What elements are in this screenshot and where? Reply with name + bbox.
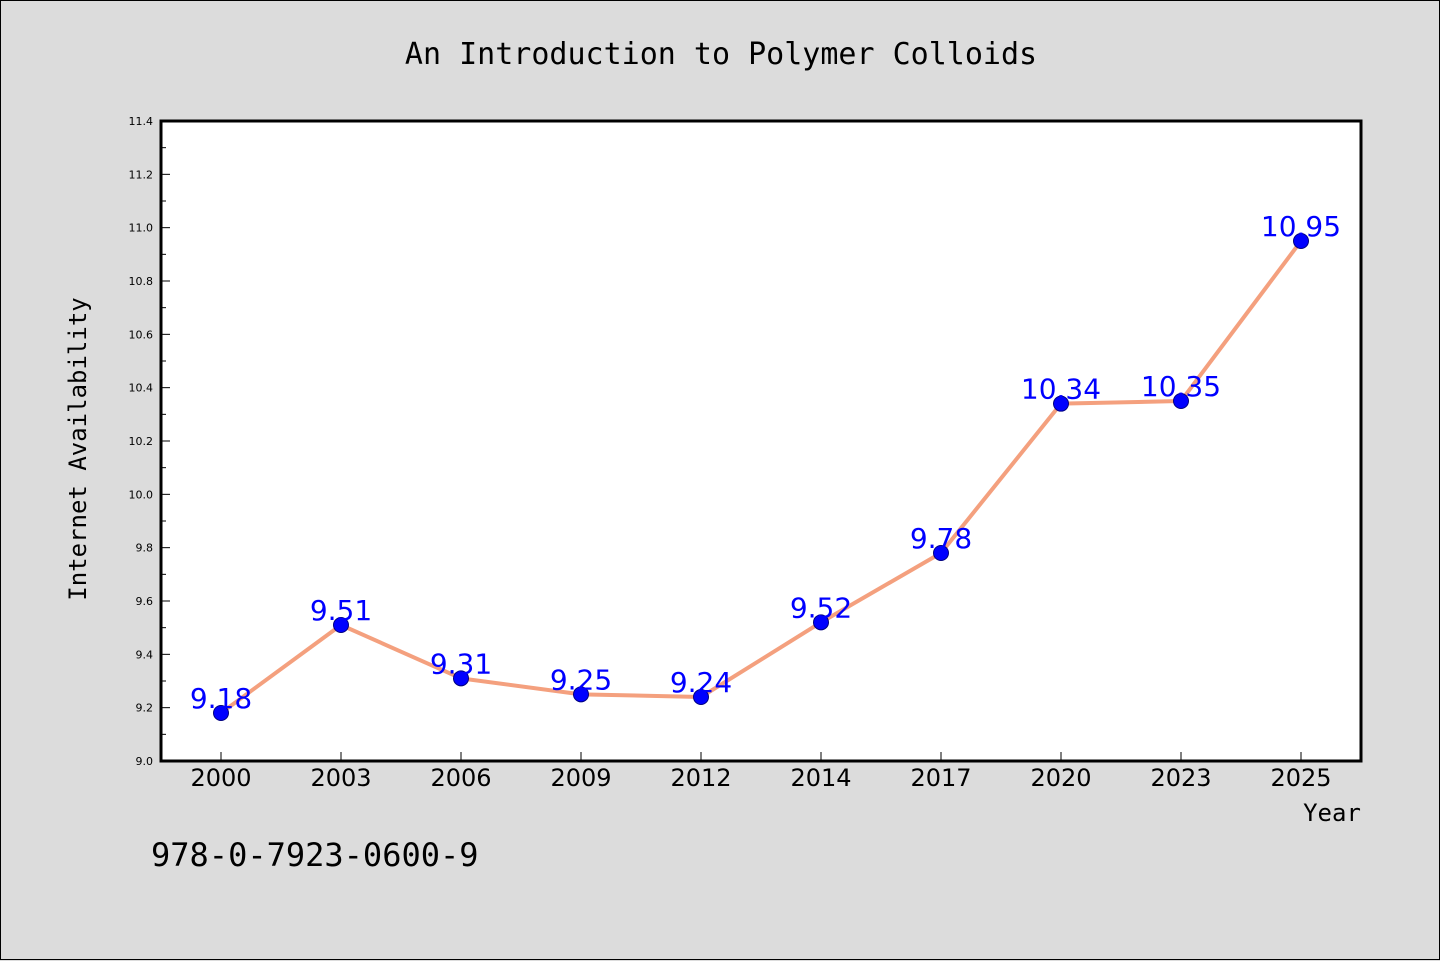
data-point bbox=[333, 617, 349, 633]
x-tick-label: 2023 bbox=[1150, 764, 1211, 792]
data-point bbox=[573, 686, 589, 703]
y-tick-label: 11.0 bbox=[129, 222, 154, 235]
data-label: 9.78 bbox=[910, 522, 972, 555]
y-tick-label: 10.6 bbox=[129, 328, 154, 341]
chart-title: An Introduction to Polymer Colloids bbox=[405, 37, 1037, 72]
data-label: 9.18 bbox=[190, 682, 252, 715]
y-tick-label: 9.4 bbox=[136, 648, 154, 661]
x-tick-label: 2006 bbox=[430, 764, 491, 792]
data-point bbox=[453, 670, 469, 687]
y-tick-label: 11.4 bbox=[129, 115, 154, 128]
y-tick-label: 10.8 bbox=[129, 275, 154, 288]
data-point bbox=[813, 614, 829, 631]
plot-area bbox=[161, 121, 1361, 761]
x-tick-label: 2020 bbox=[1030, 764, 1091, 792]
y-tick-label: 10.0 bbox=[129, 488, 154, 501]
series-markers bbox=[213, 233, 1309, 721]
x-tick-label: 2000 bbox=[190, 764, 251, 792]
y-tick-label: 9.8 bbox=[136, 542, 154, 555]
data-point bbox=[933, 545, 949, 561]
x-tick-label: 2014 bbox=[790, 764, 851, 792]
x-axis-label: Year bbox=[1303, 799, 1361, 827]
data-label: 9.25 bbox=[550, 663, 612, 696]
isbn-text: 978-0-7923-0600-9 bbox=[151, 836, 479, 874]
y-axis-label: Internet Availability bbox=[64, 297, 92, 600]
y-tick-label: 9.6 bbox=[136, 595, 154, 608]
data-point bbox=[693, 689, 709, 705]
series-line bbox=[219, 239, 1303, 715]
y-axis-ticks: 9.0 9.2 9.4 9.6 9.8 10.0 10.2 10.4 10.6 10.8 11.0 1… bbox=[129, 115, 170, 768]
x-tick-label: 2012 bbox=[670, 764, 731, 792]
data-point bbox=[1053, 395, 1069, 412]
data-label: 9.52 bbox=[790, 591, 852, 624]
data-labels: 9.18 9.51 9.31 9.25 9.24 9.52 9.78 10.34 10.35 10… bbox=[190, 210, 1341, 715]
y-tick-label: 10.4 bbox=[129, 382, 154, 395]
data-label: 9.31 bbox=[430, 647, 492, 680]
x-tick-label: 2017 bbox=[910, 764, 971, 792]
y-tick-label: 10.2 bbox=[129, 435, 154, 448]
data-point bbox=[213, 705, 229, 721]
x-tick-label: 2009 bbox=[550, 764, 611, 792]
y-tick-label: 9.2 bbox=[136, 702, 154, 715]
data-point bbox=[1173, 393, 1189, 409]
data-label: 10.34 bbox=[1021, 373, 1101, 406]
data-point bbox=[1293, 233, 1309, 249]
data-label: 10.95 bbox=[1261, 210, 1341, 243]
data-label: 9.24 bbox=[670, 666, 732, 699]
x-tick-label: 2025 bbox=[1270, 764, 1331, 792]
data-label: 10.35 bbox=[1141, 370, 1221, 403]
x-axis-ticks: 2000 2003 2006 2009 2012 2014 2017 2020 2023 2025 bbox=[190, 752, 1332, 792]
y-tick-label: 11.2 bbox=[129, 168, 154, 181]
data-label: 9.51 bbox=[310, 594, 372, 627]
x-tick-label: 2003 bbox=[310, 764, 371, 792]
y-tick-label: 9.0 bbox=[136, 755, 154, 768]
plot-border bbox=[159, 119, 1363, 763]
